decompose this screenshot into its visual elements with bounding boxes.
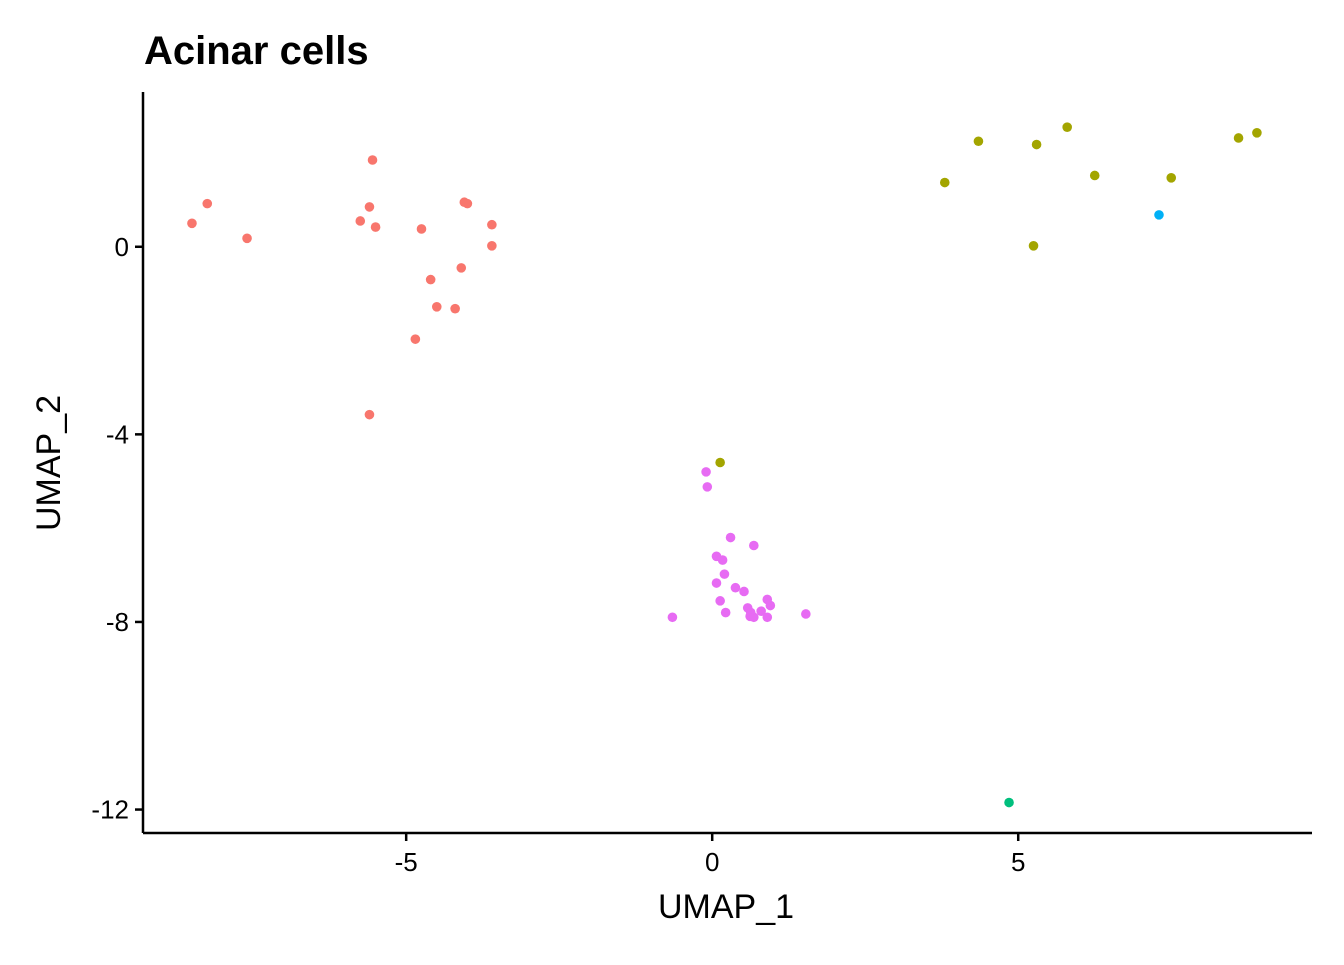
data-point — [425, 274, 436, 285]
data-point — [725, 532, 736, 543]
data-point — [762, 612, 773, 623]
data-point — [749, 612, 759, 623]
data-point — [765, 600, 776, 611]
y-tick-label: -12 — [91, 795, 129, 825]
data-point — [487, 219, 497, 230]
data-point — [1166, 173, 1177, 183]
y-tick-label: 0 — [115, 232, 129, 262]
plot-area: -5 0 5 0 -4 -8 -12 — [91, 92, 1312, 877]
data-point — [487, 241, 497, 251]
data-point — [711, 578, 722, 588]
data-point — [1028, 241, 1039, 251]
y-axis-title: UMAP_2 — [30, 395, 68, 531]
data-point — [410, 334, 421, 344]
x-tick-label: 0 — [705, 847, 719, 877]
data-point — [719, 569, 730, 579]
data-point — [1154, 210, 1164, 220]
data-point — [973, 136, 984, 147]
x-axis-title: UMAP_1 — [658, 888, 794, 926]
data-point — [370, 222, 381, 232]
data-point — [749, 540, 759, 551]
data-point — [939, 177, 950, 188]
data-point — [416, 224, 427, 234]
data-point — [456, 263, 467, 273]
x-tick-label: 5 — [1011, 847, 1025, 877]
data-point — [702, 482, 713, 492]
data-point — [355, 216, 366, 226]
data-point — [1062, 122, 1072, 132]
data-point — [1252, 128, 1262, 138]
data-point — [431, 301, 442, 312]
data-point — [242, 233, 252, 244]
data-point — [1004, 797, 1014, 808]
data-point — [756, 606, 766, 616]
data-point — [717, 555, 728, 565]
data-point — [187, 218, 197, 229]
data-point — [701, 467, 711, 477]
data-point — [1031, 139, 1042, 150]
data-point — [202, 198, 213, 209]
data-point — [462, 198, 473, 209]
data-point — [450, 303, 460, 314]
data-point — [715, 457, 725, 468]
data-point — [1233, 133, 1244, 143]
data-point — [739, 586, 749, 597]
data-point — [715, 596, 725, 606]
data-point — [730, 582, 741, 593]
data-point — [667, 612, 678, 623]
x-tick-label: -5 — [395, 847, 418, 877]
data-point — [801, 609, 811, 619]
data-point — [364, 202, 375, 212]
data-point — [364, 409, 375, 420]
data-point — [1089, 170, 1100, 181]
data-point — [367, 155, 378, 165]
chart-title: Acinar cells — [144, 29, 369, 73]
y-tick-label: -8 — [106, 607, 129, 637]
data-point — [720, 607, 731, 618]
y-tick-label: -4 — [106, 419, 129, 449]
